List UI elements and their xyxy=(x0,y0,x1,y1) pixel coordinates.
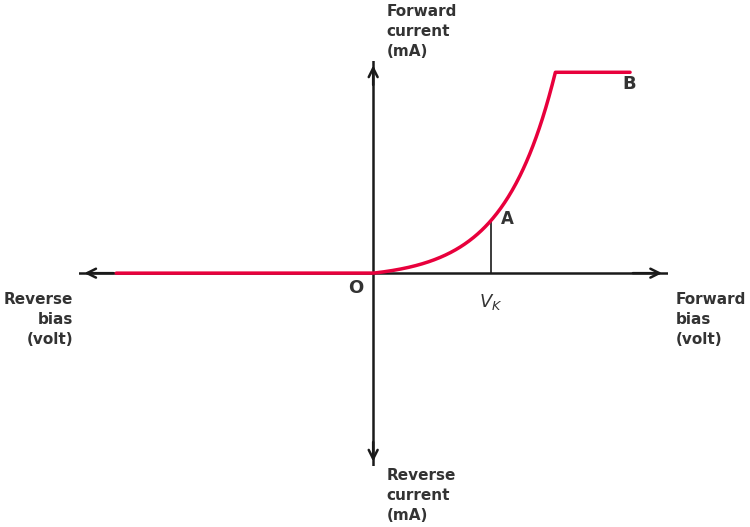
Text: Forward
bias
(volt): Forward bias (volt) xyxy=(676,292,746,347)
Text: A: A xyxy=(500,210,514,228)
Text: O: O xyxy=(349,279,364,297)
Text: Reverse
current
(mA): Reverse current (mA) xyxy=(386,468,456,523)
Text: Forward
current
(mA): Forward current (mA) xyxy=(386,4,457,59)
Text: Reverse
bias
(volt): Reverse bias (volt) xyxy=(4,292,74,347)
Text: B: B xyxy=(622,75,636,93)
Text: $\mathit{V}_{\mathit{K}}$: $\mathit{V}_{\mathit{K}}$ xyxy=(479,292,502,313)
